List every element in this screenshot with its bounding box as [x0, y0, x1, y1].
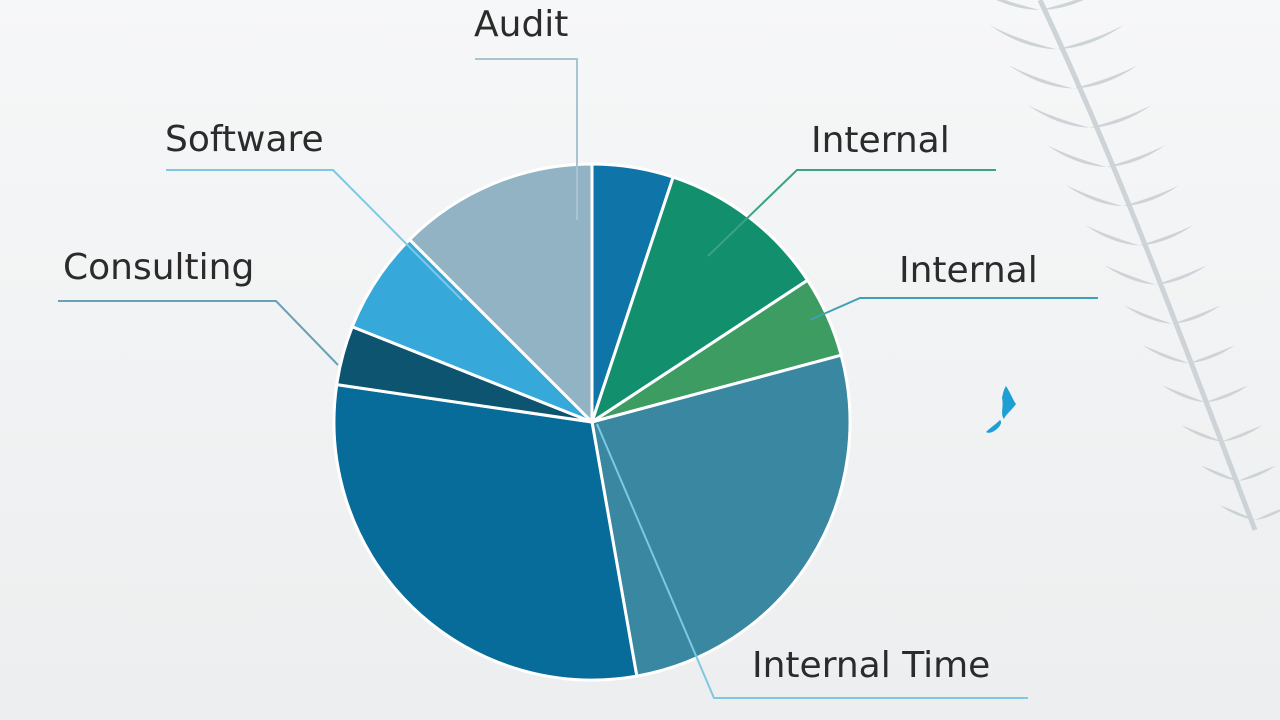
label-consulting: Consulting	[63, 247, 254, 288]
label-internal-time: Internal Time	[752, 645, 990, 686]
pie-slice-3	[590, 353, 852, 678]
pie-slice-7	[408, 162, 594, 424]
pie-slices	[332, 162, 852, 682]
label-audit: Audit	[474, 4, 568, 45]
leader-line-internal-2	[809, 297, 1098, 321]
leader-line-internal-time	[596, 423, 1028, 699]
leader-line-consulting	[58, 300, 339, 366]
fern-leaf-icon	[989, 0, 1280, 531]
new-zealand-map-icon	[986, 386, 1016, 433]
leader-line-software	[166, 169, 463, 301]
label-internal-2: Internal	[899, 250, 1038, 291]
leader-line-internal-1	[707, 169, 996, 257]
pie-slice-4	[332, 383, 639, 682]
leader-lines	[58, 58, 1098, 699]
leader-line-audit	[475, 58, 578, 220]
label-internal-1: Internal	[811, 120, 950, 161]
label-software: Software	[165, 119, 324, 160]
